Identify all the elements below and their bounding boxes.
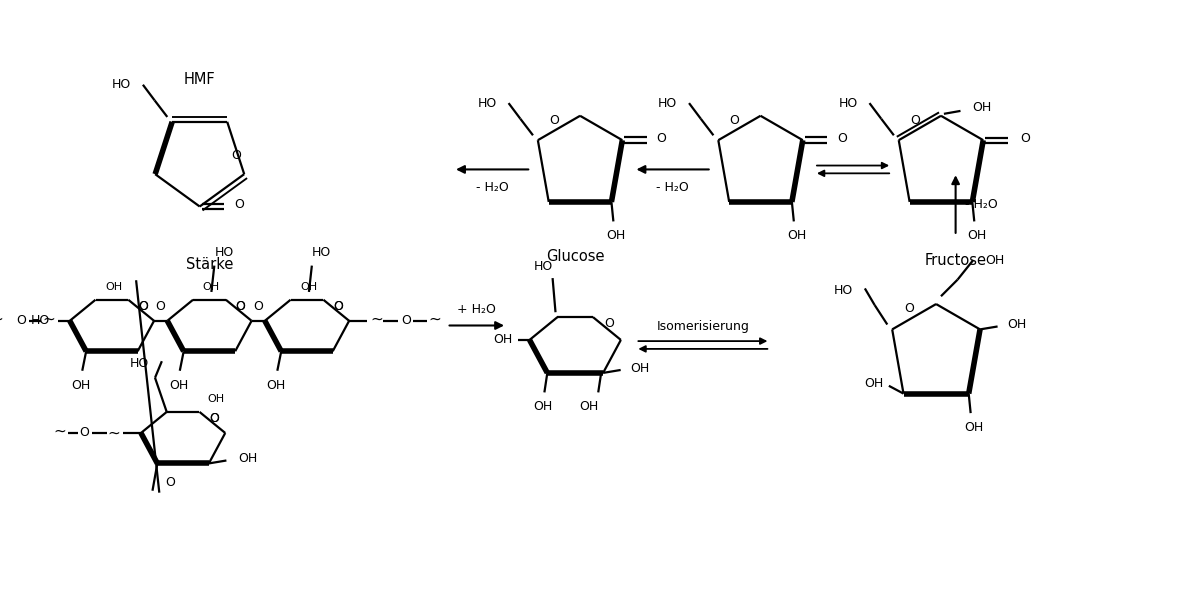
Text: OH: OH xyxy=(630,362,650,375)
Text: - H₂O: - H₂O xyxy=(476,181,509,194)
Text: O: O xyxy=(333,300,343,313)
Text: - H₂O: - H₂O xyxy=(965,197,998,211)
Text: O: O xyxy=(210,412,219,425)
Text: - H₂O: - H₂O xyxy=(656,181,689,194)
Text: O: O xyxy=(138,300,148,313)
Text: Isomerisierung: Isomerisierung xyxy=(656,320,749,333)
Text: O: O xyxy=(656,132,667,145)
Text: OH: OH xyxy=(1007,318,1026,331)
Text: OH: OH xyxy=(967,229,987,242)
Text: HO: HO xyxy=(31,314,51,327)
Text: Stärke: Stärke xyxy=(186,257,233,273)
Text: OH: OH xyxy=(170,379,188,392)
Text: ~: ~ xyxy=(429,312,442,326)
Text: OH: OH xyxy=(105,282,123,292)
Text: Fructose: Fructose xyxy=(925,254,987,268)
Text: OH: OH xyxy=(964,421,984,434)
Text: O: O xyxy=(236,300,245,313)
Text: O: O xyxy=(233,198,244,211)
Text: OH: OH xyxy=(972,101,992,114)
Text: O: O xyxy=(549,114,560,126)
Text: OH: OH xyxy=(238,452,257,465)
Text: ~: ~ xyxy=(42,312,54,326)
Text: OH: OH xyxy=(300,282,318,292)
Text: OH: OH xyxy=(787,229,807,242)
Text: HO: HO xyxy=(112,78,131,91)
Text: HO: HO xyxy=(839,97,858,109)
Text: HO: HO xyxy=(312,246,331,259)
Text: O: O xyxy=(604,317,614,330)
Text: O: O xyxy=(729,114,740,126)
Text: OH: OH xyxy=(865,378,884,390)
Text: ~: ~ xyxy=(0,312,4,326)
Text: OH: OH xyxy=(985,254,1004,266)
Text: HMF: HMF xyxy=(184,72,216,87)
Text: O: O xyxy=(836,132,847,145)
Text: O: O xyxy=(165,477,176,489)
Text: OH: OH xyxy=(207,394,225,404)
Text: HO: HO xyxy=(130,357,150,370)
Text: HO: HO xyxy=(534,260,552,273)
Text: OH: OH xyxy=(532,400,552,413)
Text: HO: HO xyxy=(477,97,497,109)
Text: O: O xyxy=(16,314,26,327)
Text: OH: OH xyxy=(203,282,220,292)
Text: + H₂O: + H₂O xyxy=(457,302,496,316)
Text: ~: ~ xyxy=(370,312,383,326)
Text: O: O xyxy=(138,300,148,313)
Text: O: O xyxy=(911,114,920,126)
Text: ~: ~ xyxy=(54,423,66,439)
Text: Glucose: Glucose xyxy=(545,249,604,264)
Text: O: O xyxy=(231,149,240,163)
Text: OH: OH xyxy=(72,379,91,392)
Text: OH: OH xyxy=(492,334,512,346)
Text: O: O xyxy=(79,426,90,439)
Text: O: O xyxy=(253,300,263,313)
Text: OH: OH xyxy=(607,229,626,242)
Text: HO: HO xyxy=(834,284,853,297)
Text: O: O xyxy=(401,314,411,327)
Text: HO: HO xyxy=(214,246,233,259)
Text: O: O xyxy=(333,300,343,313)
Text: O: O xyxy=(905,302,914,315)
Text: O: O xyxy=(155,300,166,313)
Text: O: O xyxy=(1020,132,1030,145)
Text: O: O xyxy=(236,300,245,313)
Text: HO: HO xyxy=(659,97,677,109)
Text: OH: OH xyxy=(266,379,286,392)
Text: O: O xyxy=(210,412,219,425)
Text: OH: OH xyxy=(578,400,598,413)
Text: ~: ~ xyxy=(107,425,120,441)
